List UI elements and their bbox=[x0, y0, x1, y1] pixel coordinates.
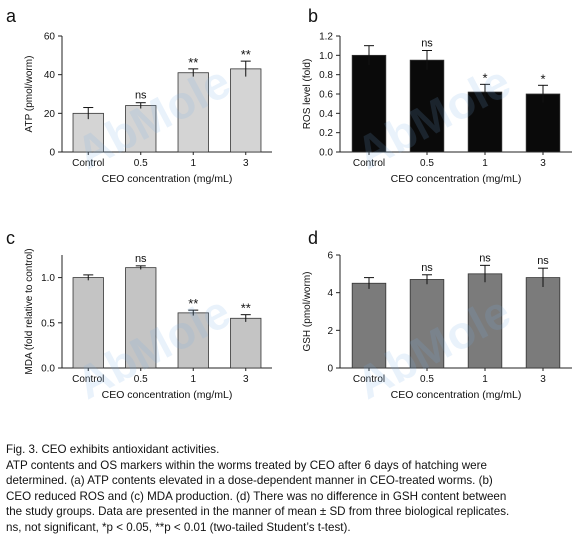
y-tick-label: 4 bbox=[327, 288, 333, 299]
significance-label: ns bbox=[421, 38, 433, 50]
x-axis-title: CEO concentration (mg/mL) bbox=[391, 389, 522, 401]
caption-line: ATP contents and OS markers within the w… bbox=[6, 458, 487, 472]
x-tick-label: 1 bbox=[482, 158, 488, 169]
y-tick-label: 0.8 bbox=[319, 70, 333, 81]
y-tick-label: 1.0 bbox=[319, 51, 333, 62]
bar bbox=[467, 273, 503, 369]
significance-label: ns bbox=[421, 262, 433, 274]
figure-caption: Fig. 3. CEO exhibits antioxidant activit… bbox=[6, 442, 576, 536]
significance-label: ** bbox=[188, 55, 198, 70]
x-tick-label: Control bbox=[72, 158, 104, 169]
significance-label: ** bbox=[241, 301, 251, 316]
significance-label: * bbox=[540, 71, 545, 86]
panel-letter: a bbox=[6, 6, 17, 26]
significance-label: ns bbox=[537, 255, 549, 267]
y-tick-label: 0 bbox=[327, 364, 333, 375]
significance-label: ns bbox=[135, 90, 147, 102]
bar bbox=[230, 68, 262, 153]
x-tick-label: 1 bbox=[190, 374, 196, 385]
x-tick-label: 0.5 bbox=[420, 374, 434, 385]
y-axis-title: GSH (pmol/worm) bbox=[302, 271, 313, 351]
y-axis-title: ATP (pmol/worm) bbox=[24, 56, 35, 133]
bar bbox=[177, 72, 209, 153]
significance-label: ** bbox=[188, 296, 198, 311]
y-tick-label: 20 bbox=[44, 109, 56, 120]
x-tick-label: 0.5 bbox=[134, 374, 148, 385]
bar bbox=[351, 282, 387, 369]
panel-letter: d bbox=[308, 228, 318, 248]
y-tick-label: 1.2 bbox=[319, 32, 333, 43]
x-tick-label: 0.5 bbox=[420, 158, 434, 169]
bar bbox=[525, 93, 561, 153]
caption-line: the study groups. Data are presented in … bbox=[6, 505, 510, 519]
bar bbox=[351, 54, 387, 153]
y-tick-label: 0.0 bbox=[319, 148, 333, 159]
bar bbox=[125, 267, 157, 369]
bar bbox=[525, 277, 561, 369]
x-tick-label: 3 bbox=[243, 158, 249, 169]
x-tick-label: 1 bbox=[190, 158, 196, 169]
y-tick-label: 0.5 bbox=[41, 318, 55, 329]
caption-line: CEO reduced ROS and (c) MDA production. … bbox=[6, 489, 507, 503]
panel-letter: b bbox=[308, 6, 318, 26]
y-tick-label: 40 bbox=[44, 70, 56, 81]
x-tick-label: 1 bbox=[482, 374, 488, 385]
x-axis-title: CEO concentration (mg/mL) bbox=[102, 389, 233, 401]
bar bbox=[230, 317, 262, 369]
y-tick-label: 6 bbox=[327, 251, 333, 262]
y-tick-label: 0 bbox=[49, 148, 55, 159]
significance-label: ns bbox=[135, 253, 147, 265]
y-axis-title: ROS level (fold) bbox=[302, 59, 313, 130]
bar bbox=[72, 112, 104, 153]
y-tick-label: 2 bbox=[327, 326, 333, 337]
panel-letter: c bbox=[6, 228, 15, 248]
significance-label: * bbox=[482, 70, 487, 85]
bar bbox=[177, 312, 209, 369]
x-tick-label: 3 bbox=[540, 374, 546, 385]
bar bbox=[72, 277, 104, 369]
x-tick-label: 3 bbox=[243, 374, 249, 385]
y-axis-title: MDA (fold relative to control) bbox=[24, 248, 35, 374]
y-tick-label: 1.0 bbox=[41, 273, 55, 284]
significance-label: ** bbox=[241, 47, 251, 62]
x-tick-label: Control bbox=[353, 158, 385, 169]
significance-label: ns bbox=[479, 252, 491, 264]
x-tick-label: 0.5 bbox=[134, 158, 148, 169]
y-tick-label: 0.0 bbox=[41, 364, 55, 375]
y-tick-label: 60 bbox=[44, 32, 56, 43]
x-tick-label: Control bbox=[353, 374, 385, 385]
bar bbox=[467, 91, 503, 153]
x-tick-label: Control bbox=[72, 374, 104, 385]
caption-line: determined. (a) ATP contents elevated in… bbox=[6, 474, 493, 488]
y-tick-label: 0.6 bbox=[319, 90, 333, 101]
caption-line: ns, not significant, *p < 0.05, **p < 0.… bbox=[6, 520, 351, 534]
bar bbox=[409, 279, 445, 369]
bar bbox=[409, 59, 445, 153]
x-axis-title: CEO concentration (mg/mL) bbox=[102, 173, 233, 185]
caption-line: Fig. 3. CEO exhibits antioxidant activit… bbox=[6, 443, 220, 456]
bar bbox=[125, 105, 157, 153]
x-tick-label: 3 bbox=[540, 158, 546, 169]
x-axis-title: CEO concentration (mg/mL) bbox=[391, 173, 522, 185]
y-tick-label: 0.4 bbox=[319, 109, 333, 120]
y-tick-label: 0.2 bbox=[319, 128, 333, 139]
